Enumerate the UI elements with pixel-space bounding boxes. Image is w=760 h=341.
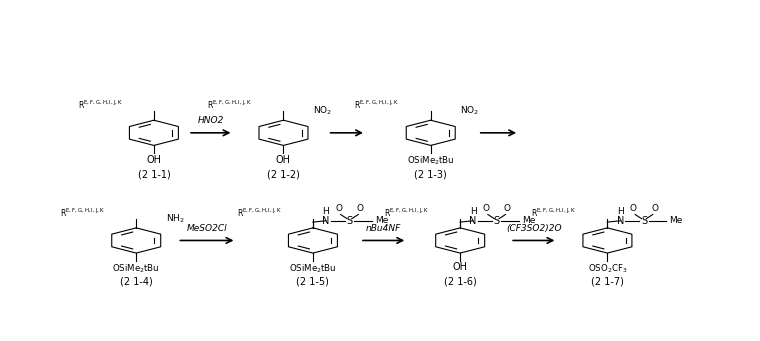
Text: H: H: [470, 207, 477, 216]
Text: O: O: [504, 204, 511, 213]
Text: S: S: [494, 216, 500, 226]
Text: N: N: [470, 216, 477, 226]
Text: O: O: [483, 204, 489, 213]
Text: Me: Me: [522, 216, 535, 225]
Text: MeSO2Cl: MeSO2Cl: [187, 224, 227, 233]
Text: R$^{\mathregular{E,F,G,H,I,J,K}}$: R$^{\mathregular{E,F,G,H,I,J,K}}$: [78, 99, 122, 111]
Text: N: N: [322, 216, 330, 226]
Text: R$^{\mathregular{E,F,G,H,I,J,K}}$: R$^{\mathregular{E,F,G,H,I,J,K}}$: [531, 206, 576, 219]
Text: Me: Me: [375, 216, 388, 225]
Text: OSiMe$_2$tBu: OSiMe$_2$tBu: [289, 262, 337, 275]
Text: (CF3SO2)2O: (CF3SO2)2O: [506, 224, 562, 233]
Text: H: H: [322, 207, 329, 216]
Text: R$^{\mathregular{E,F,G,H,I,J,K}}$: R$^{\mathregular{E,F,G,H,I,J,K}}$: [354, 99, 400, 111]
Text: (2 1-3): (2 1-3): [414, 169, 447, 179]
Text: OH: OH: [276, 154, 291, 165]
Text: H: H: [617, 207, 624, 216]
Text: N: N: [616, 216, 624, 226]
Text: (2 1-7): (2 1-7): [591, 277, 624, 287]
Text: R$^{\mathregular{E,F,G,H,I,J,K}}$: R$^{\mathregular{E,F,G,H,I,J,K}}$: [60, 206, 105, 219]
Text: OSiMe$_2$tBu: OSiMe$_2$tBu: [112, 262, 160, 275]
Text: NO$_2$: NO$_2$: [461, 105, 480, 117]
Text: R$^{\mathregular{E,F,G,H,I,J,K}}$: R$^{\mathregular{E,F,G,H,I,J,K}}$: [236, 206, 282, 219]
Text: NH$_2$: NH$_2$: [166, 212, 184, 225]
Text: O: O: [630, 204, 637, 213]
Text: OSO$_2$CF$_3$: OSO$_2$CF$_3$: [587, 262, 627, 275]
Text: (2 1-5): (2 1-5): [296, 277, 329, 287]
Text: (2 1-4): (2 1-4): [120, 277, 153, 287]
Text: R$^{\mathregular{E,F,G,H,I,J,K}}$: R$^{\mathregular{E,F,G,H,I,J,K}}$: [384, 206, 429, 219]
Text: S: S: [641, 216, 647, 226]
Text: R$^{\mathregular{E,F,G,H,I,J,K}}$: R$^{\mathregular{E,F,G,H,I,J,K}}$: [207, 99, 252, 111]
Text: O: O: [335, 204, 342, 213]
Text: NO$_2$: NO$_2$: [313, 105, 332, 117]
Text: S: S: [347, 216, 353, 226]
Text: O: O: [651, 204, 658, 213]
Text: (2 1-6): (2 1-6): [444, 277, 477, 287]
Text: (2 1-2): (2 1-2): [267, 169, 300, 179]
Text: OSiMe$_2$tBu: OSiMe$_2$tBu: [407, 154, 454, 167]
Text: OH: OH: [453, 262, 467, 272]
Text: OH: OH: [147, 154, 161, 165]
Text: nBu4NF: nBu4NF: [366, 224, 401, 233]
Text: HNO2: HNO2: [198, 117, 224, 125]
Text: (2 1-1): (2 1-1): [138, 169, 170, 179]
Text: O: O: [356, 204, 363, 213]
Text: Me: Me: [670, 216, 682, 225]
